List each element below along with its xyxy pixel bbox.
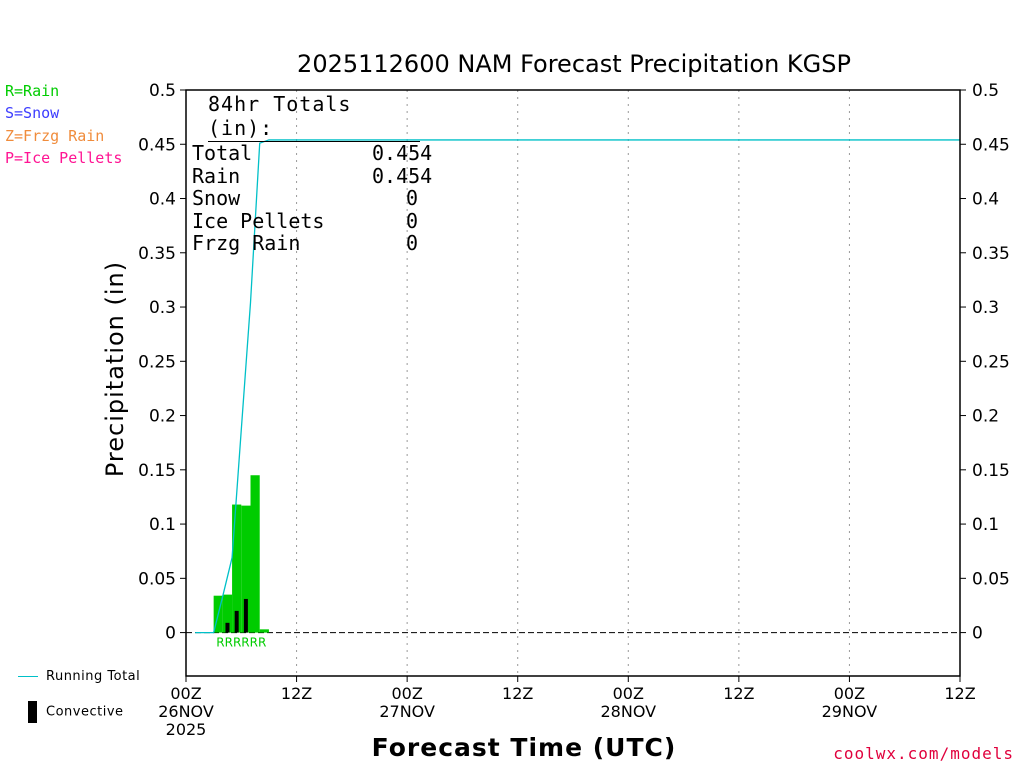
y-tick-label-right: 0.2: [972, 407, 999, 427]
x-tick-label: 2025: [166, 720, 207, 739]
y-tick-label-right: 0: [972, 624, 983, 644]
y-tick-label-right: 0.1: [972, 515, 999, 535]
x-tick-label: 12Z: [281, 684, 312, 703]
y-tick-label-left: 0.45: [138, 135, 176, 155]
totals-value: 0.454: [372, 141, 433, 165]
totals-row: Frzg Rain 0: [192, 232, 420, 255]
totals-label: Snow: [192, 186, 241, 210]
convective-bar: [225, 622, 230, 633]
legend-running-total: Running Total: [18, 669, 140, 684]
x-tick-label: 00Z: [834, 684, 865, 703]
totals-value: 0: [405, 186, 418, 210]
y-tick-label-left: 0.15: [138, 461, 176, 481]
y-tick-label-right: 0.45: [972, 135, 1010, 155]
x-tick-label: 27NOV: [379, 702, 435, 721]
precip-bar: [232, 504, 242, 633]
legend-convective: Convective: [18, 701, 124, 723]
legend-running-total-label: Running Total: [46, 669, 141, 684]
x-tick-label: 00Z: [391, 684, 422, 703]
x-tick-label: 00Z: [170, 684, 201, 703]
precip-bar: [222, 594, 233, 633]
y-tick-label-right: 0.25: [972, 352, 1010, 372]
ptype-label: RRRRRR: [216, 636, 266, 650]
y-tick-label-left: 0.1: [149, 515, 176, 535]
x-axis-label: Forecast Time (UTC): [371, 733, 677, 762]
totals-label: Total: [192, 141, 253, 165]
y-tick-label-left: 0.2: [149, 407, 176, 427]
y-tick-label-right: 0.15: [972, 461, 1010, 481]
legend-rain: R=Rain: [5, 82, 60, 100]
legend-snow: S=Snow: [5, 104, 60, 122]
y-tick-label-left: 0.3: [149, 298, 176, 318]
x-tick-label: 26NOV: [158, 702, 214, 721]
totals-row: Ice Pellets 0: [192, 208, 420, 233]
x-tick-label: 28NOV: [600, 702, 656, 721]
totals-box: 84hr Totals (in): Total 0.454 Rain 0.454 S…: [192, 92, 433, 255]
x-tick-label: 12Z: [723, 684, 754, 703]
totals-value: 0: [405, 231, 418, 255]
convective-bar: [234, 610, 239, 633]
y-tick-label-left: 0.35: [138, 244, 176, 264]
x-tick-label: 29NOV: [822, 702, 878, 721]
precip-bar: [259, 629, 269, 633]
totals-row: Rain 0.454: [192, 163, 433, 188]
legend-ice-pellets: P=Ice Pellets: [5, 149, 123, 167]
x-tick-label: 00Z: [613, 684, 644, 703]
totals-label: Frzg Rain: [192, 231, 301, 255]
y-tick-label-right: 0.3: [972, 298, 999, 318]
x-tick-label: 12Z: [944, 684, 975, 703]
y-tick-label-right: 0.05: [972, 569, 1010, 589]
totals-value: 0.454: [372, 163, 433, 188]
plot-frame: [185, 89, 961, 677]
y-tick-label-left: 0.4: [149, 190, 176, 210]
y-tick-label-right: 0.5: [972, 81, 999, 101]
legend-convective-label: Convective: [46, 704, 124, 720]
totals-row: Total 0.454: [192, 141, 433, 165]
watermark: coolwx.com/models: [833, 744, 1014, 763]
y-tick-label-left: 0.5: [149, 81, 176, 101]
y-tick-label-right: 0.35: [972, 244, 1010, 264]
chart-title: 2025112600 NAM Forecast Precipitation KG…: [297, 50, 851, 78]
y-tick-label-right: 0.4: [972, 190, 999, 210]
totals-value: 0: [405, 208, 418, 233]
totals-row: Snow 0: [192, 187, 420, 210]
legend-frzg-rain: Z=Frzg Rain: [5, 127, 105, 145]
convective-bar: [243, 598, 248, 633]
y-tick-label-left: 0.25: [138, 352, 176, 372]
x-tick-label: 12Z: [502, 684, 533, 703]
precip-bar: [241, 505, 251, 633]
y-axis-label: Precipitation (in): [101, 260, 129, 478]
running-total-line-icon: [18, 676, 38, 677]
precip-bar: [250, 475, 260, 633]
y-tick-label-left: 0: [165, 624, 176, 644]
convective-bar-icon: [28, 701, 37, 723]
totals-header: 84hr Totals (in):: [208, 92, 420, 142]
totals-label: Ice Pellets: [192, 208, 325, 233]
y-tick-label-left: 0.05: [138, 569, 176, 589]
totals-label: Rain: [192, 163, 241, 188]
